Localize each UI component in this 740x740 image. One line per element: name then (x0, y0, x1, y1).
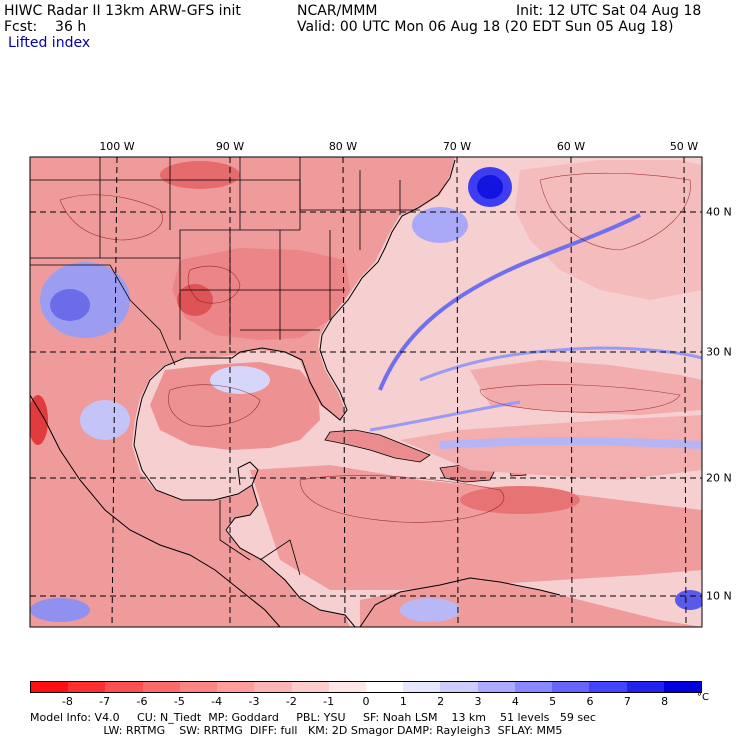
colorbar-swatch (217, 682, 255, 692)
colorbar-tick-label: -6 (136, 695, 148, 708)
colorbar-swatch (68, 682, 106, 692)
coastline-pacific (30, 394, 281, 627)
coastline-yucatan (225, 461, 356, 627)
colorbar-tick-label: -5 (173, 695, 185, 708)
colorbar-swatch (552, 682, 590, 692)
li-contours (59, 172, 691, 523)
colorbar-tick-label: -7 (99, 695, 111, 708)
atlantic-warm-band (400, 415, 702, 480)
colorbar-swatch (403, 682, 441, 692)
colorbar-tick-label: -8 (61, 695, 73, 708)
colorbar-tick-label: 3 (474, 695, 482, 708)
colorbar-tick-label: 2 (437, 695, 445, 708)
lon-label-80w: 80 W (328, 140, 358, 153)
colorbar-swatch (291, 682, 329, 692)
colorbar-swatch (477, 682, 515, 692)
blue-feature-mexico (80, 400, 130, 440)
colorbar-tick-label: 6 (586, 695, 594, 708)
colorbar-swatch (589, 682, 627, 692)
coastline-south-america (359, 577, 561, 627)
colorbar-tick-label: 8 (661, 695, 669, 708)
land-cuba (324, 429, 431, 463)
colorbar-swatch (31, 682, 69, 692)
field-name: Lifted index (8, 35, 91, 51)
colorbar (30, 681, 702, 693)
blue-feature-gulf-of-maine (412, 207, 468, 243)
lat-label-40n: 40 N (706, 205, 732, 219)
blue-band-caribbean (439, 437, 702, 449)
coastline-gulf (133, 347, 303, 501)
lon-label-90w: 90 W (215, 140, 245, 153)
colorbar-tick-label: 0 (362, 695, 370, 708)
red-core-caribbean (460, 486, 580, 514)
colorbar-swatch (254, 682, 292, 692)
colorbar-swatch (626, 682, 664, 692)
lon-label-70w: 70 W (442, 140, 472, 153)
colorbar-tick-label: -2 (285, 695, 297, 708)
colorbar-tick-label: 7 (623, 695, 631, 708)
lat-label-20n: 20 N (706, 471, 732, 485)
forecast-hour: Fcst: 36 h (4, 19, 87, 35)
colorbar-swatch (514, 682, 553, 692)
colorbar-swatch (663, 682, 701, 692)
map-frame (29, 156, 703, 628)
init-time: Init: 12 UTC Sat 04 Aug 18 (516, 3, 702, 19)
gulf-warm-zone (150, 362, 320, 450)
red-core-plains (177, 284, 213, 316)
blue-feature-south (400, 598, 460, 622)
colorbar-swatch (365, 682, 404, 692)
lon-label-60w: 60 W (556, 140, 586, 153)
red-core-west-coast (30, 395, 48, 445)
colorbar-swatch (105, 682, 143, 692)
political-borders (30, 157, 420, 576)
subtropical-warm-patch (470, 360, 702, 415)
blue-front-atlantic (378, 213, 641, 391)
colorbar-tick-label: -3 (248, 695, 260, 708)
blue-feature-se-corner (675, 590, 702, 610)
center-label: NCAR/MMM (297, 3, 378, 19)
colorbar-swatch (179, 682, 218, 692)
colorbar-swatch (328, 682, 366, 692)
valid-time: Valid: 00 UTC Mon 06 Aug 18 (20 EDT Sun … (297, 19, 674, 35)
lon-label-100w: 100 W (99, 140, 135, 153)
lon-label-50w: 50 W (669, 140, 699, 153)
model-info-line1: Model Info: V4.0 CU: N_Tiedt MP: Goddard… (30, 711, 596, 724)
colorbar-unit: °C (697, 692, 709, 703)
southeast-warm-zone (172, 248, 350, 340)
colorbar-tick-label: -1 (323, 695, 335, 708)
blue-feature-gulf-coast (210, 366, 270, 394)
caribbean-warm-zone (250, 465, 702, 590)
model-info-line2: LW: RRTMG SW: RRTMG DIFF: full KM: 2D Sm… (30, 724, 563, 737)
colorbar-swatch (142, 682, 180, 692)
red-core-midwest (160, 161, 240, 189)
colorbar-tick-label: 1 (399, 695, 407, 708)
colorbar-swatch (440, 682, 478, 692)
coastline-us-east (301, 159, 456, 421)
colorbar-tick-label: 4 (511, 695, 519, 708)
colorbar-tick-label: -4 (211, 695, 223, 708)
lat-label-30n: 30 N (706, 345, 732, 359)
lat-label-10n: 10 N (706, 589, 732, 603)
colorbar-tick-label: 5 (549, 695, 557, 708)
map-title: HIWC Radar II 13km ARW-GFS init (4, 3, 241, 19)
land-north-america (30, 157, 455, 627)
lat-lon-grid (30, 157, 702, 627)
